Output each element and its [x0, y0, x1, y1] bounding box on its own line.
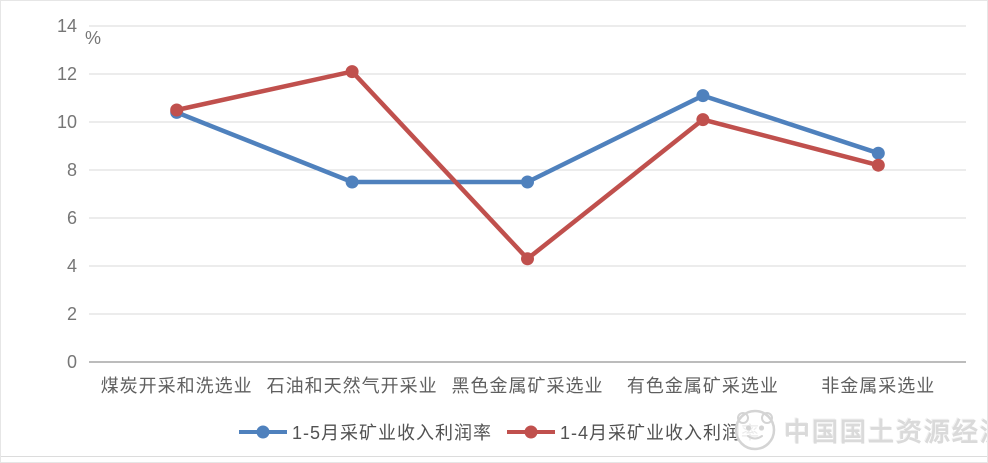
- legend: 1-5月采矿业收入利润率 1-4月采矿业收入利润率: [1, 420, 987, 446]
- data-point-series-1: [521, 252, 534, 266]
- legend-label: 1-5月采矿业收入利润率: [292, 423, 493, 443]
- data-point-series-0: [871, 146, 885, 160]
- x-category-label: 有色金属矿采选业: [626, 376, 779, 396]
- watermark: 中国国土资源经济: [732, 405, 987, 455]
- legend-item-series-1: 1-4月采矿业收入利润率: [506, 420, 760, 444]
- series-line-1: [174, 69, 881, 262]
- y-tick-label: 2: [66, 304, 77, 324]
- legend-item-series-0: 1-5月采矿业收入利润率: [238, 420, 492, 444]
- y-axis-unit-label: %: [85, 28, 102, 48]
- x-category-label: 非金属采选业: [821, 376, 936, 396]
- legend-label: 1-4月采矿业收入利润率: [560, 423, 761, 443]
- y-tick-label: 0: [66, 352, 77, 372]
- x-category-label: 黑色金属矿采选业: [451, 376, 604, 396]
- y-tick-label: 8: [66, 160, 77, 180]
- legend-marker-icon: [507, 425, 555, 439]
- y-tick-label: 14: [56, 16, 77, 36]
- data-point-series-1: [170, 103, 184, 117]
- data-point-series-1: [871, 158, 885, 172]
- data-point-series-1: [696, 113, 710, 127]
- image-bottom-border: [1, 456, 987, 457]
- x-category-label: 煤炭开采和洗选业: [100, 376, 253, 396]
- watermark-text: 中国国土资源经济: [784, 416, 988, 447]
- legend-marker-icon: [239, 425, 287, 439]
- data-point-series-0: [696, 89, 710, 103]
- data-point-series-0: [521, 175, 534, 189]
- y-tick-label: 6: [66, 208, 77, 228]
- watermark-logo-icon: [734, 409, 776, 451]
- y-tick-label: 12: [56, 64, 77, 84]
- y-tick-label: 10: [56, 112, 77, 132]
- x-category-label: 石油和天然气开采业: [266, 376, 438, 396]
- y-tick-label: 4: [66, 256, 77, 276]
- data-point-series-1: [345, 65, 359, 79]
- data-point-series-0: [345, 175, 359, 189]
